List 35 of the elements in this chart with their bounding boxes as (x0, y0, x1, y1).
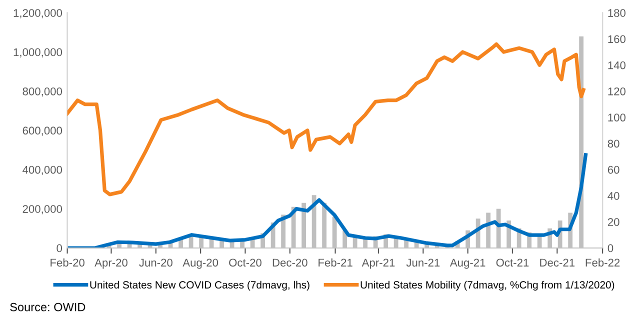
x-tick-label: Jun-20 (139, 258, 172, 267)
y2-tick-label: 120 (608, 87, 626, 96)
y2-tick-label: 100 (608, 114, 626, 122)
y-tick-label: 800,000 (22, 87, 62, 97)
x-tick-label: Feb-22 (586, 258, 620, 267)
source-note: Source: OWID (10, 302, 86, 312)
y2-tick-label: 20 (608, 218, 620, 226)
y2-tick-label: 0 (608, 244, 614, 252)
y-tick-label: 400,000 (22, 166, 62, 176)
y2-tick-label: 140 (608, 61, 626, 70)
legend-label: United States Mobility (7dmavg, %Chg from 1/13/2020) (360, 280, 614, 291)
y2-tick-label: 80 (608, 140, 620, 148)
x-tick-label: Apr-21 (362, 258, 395, 269)
x-tick-label: Jun-21 (406, 258, 440, 267)
x-tick-label: Apr-20 (94, 258, 128, 269)
x-tick-label: Oct-20 (229, 258, 262, 267)
x-tick-label: Dec-21 (540, 258, 575, 267)
y-tick-label: 1,200,000 (14, 9, 62, 18)
x-tick-label: Aug-21 (450, 258, 486, 269)
y-tick-label: 600,000 (22, 126, 62, 136)
y2-tick-label: 180 (608, 9, 626, 17)
line-series (67, 42, 586, 196)
x-tick-label: Feb-21 (318, 258, 352, 267)
legend-label: United States New COVID Cases (7dmavg, lhs) (90, 280, 310, 291)
y2-tick-label: 60 (608, 166, 620, 174)
y-tick-label: 1,000,000 (14, 48, 62, 58)
y-tick-label: 0 (56, 244, 62, 252)
x-tick-label: Aug-20 (182, 258, 218, 269)
y2-tick-label: 40 (608, 192, 620, 200)
y-tick-label: 200,000 (22, 205, 62, 214)
line-series (67, 153, 588, 248)
y2-tick-label: 160 (608, 35, 626, 44)
x-tick-label: Feb-20 (50, 258, 84, 267)
x-tick-label: Oct-21 (496, 258, 529, 267)
x-tick-label: Dec-20 (272, 258, 308, 267)
